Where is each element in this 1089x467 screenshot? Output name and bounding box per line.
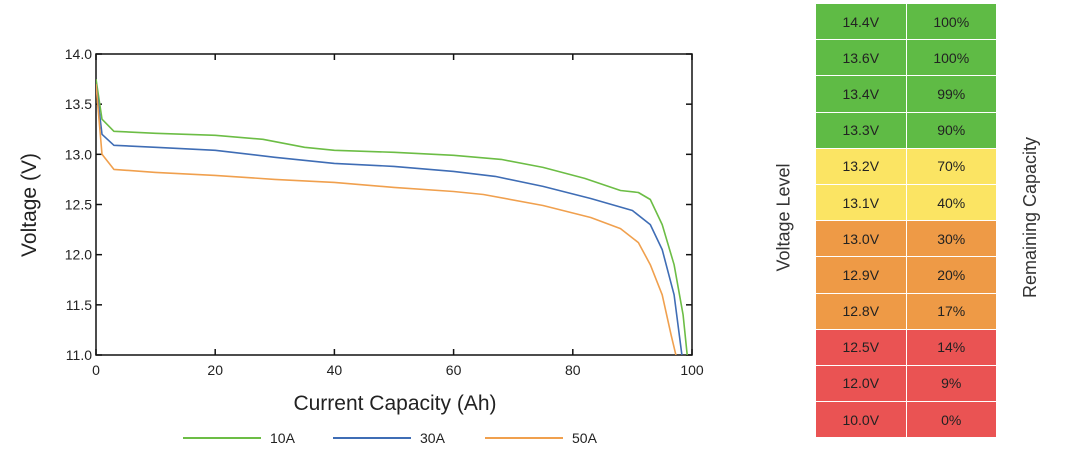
table-row: 13.6V 100% xyxy=(816,40,996,77)
table-row: 13.0V 30% xyxy=(816,221,996,258)
y-tick-label: 11.0 xyxy=(66,347,92,363)
voltage-cell: 14.4V xyxy=(816,4,907,40)
voltage-cell: 12.9V xyxy=(816,257,907,293)
capacity-cell: 0% xyxy=(941,411,962,428)
voltage-cell: 13.6V xyxy=(816,40,907,76)
x-tick-label: 60 xyxy=(446,362,462,378)
voltage-cell: 10.0V xyxy=(816,402,907,438)
table-row: 12.5V 14% xyxy=(816,329,996,366)
remaining-capacity-label: Remaining Capacity xyxy=(1020,136,1041,299)
table-row: 13.1V 40% xyxy=(816,184,996,222)
capacity-cell: 30% xyxy=(937,230,966,247)
capacity-cell: 9% xyxy=(941,375,962,392)
series-line-50A xyxy=(96,84,677,355)
y-tick-label: 13.0 xyxy=(65,146,92,162)
capacity-cell: 99% xyxy=(937,85,966,102)
x-tick-label: 80 xyxy=(565,362,581,378)
capacity-cell: 17% xyxy=(937,303,966,320)
voltage-cell: 13.3V xyxy=(816,112,907,148)
y-tick-label: 12.5 xyxy=(65,197,92,213)
x-tick-label: 40 xyxy=(327,362,343,378)
table-row: 13.3V 90% xyxy=(816,112,996,149)
capacity-cell: 100% xyxy=(933,49,970,66)
voltage-capacity-table: 14.4V 100% 13.6V 100% 13.4V 99% 13.3V 90% 13.2V 7… xyxy=(816,4,996,439)
x-tick-label: 20 xyxy=(207,362,223,378)
discharge-chart: 0 20 40 60 80 100 11.0 11.5 12.0 12.5 13.0 13.5 14.0… xyxy=(18,46,704,446)
voltage-cell: 13.2V xyxy=(816,148,907,184)
table-row: 12.8V 17% xyxy=(816,293,996,330)
table-row: 14.4V 100% xyxy=(816,4,996,41)
plot-frame xyxy=(95,53,693,356)
table-row: 13.2V 70% xyxy=(816,148,996,185)
table-row: 10.0V 0% xyxy=(816,402,996,439)
y-axis-label: Voltage (V) xyxy=(18,153,41,257)
capacity-cell: 40% xyxy=(937,194,966,211)
legend-label-10A: 10A xyxy=(270,430,296,446)
series-line-10A xyxy=(96,78,688,355)
y-tick-label: 12.0 xyxy=(65,247,92,263)
voltage-cell: 13.0V xyxy=(816,221,907,257)
capacity-cell: 100% xyxy=(933,13,970,30)
x-tick-label: 100 xyxy=(680,362,704,378)
x-axis-label: Current Capacity (Ah) xyxy=(293,392,496,415)
table-row: 12.9V 20% xyxy=(816,257,996,294)
capacity-cell: 90% xyxy=(937,122,966,139)
voltage-cell: 12.8V xyxy=(816,293,907,329)
voltage-cell: 12.0V xyxy=(816,365,907,402)
voltage-cell: 12.5V xyxy=(816,329,907,365)
y-tick-label: 11.5 xyxy=(66,297,92,313)
legend-label-50A: 50A xyxy=(572,430,598,446)
voltage-cell: 13.4V xyxy=(816,76,907,112)
table-row: 12.0V 9% xyxy=(816,365,996,403)
series-line-30A xyxy=(96,84,683,355)
capacity-cell: 14% xyxy=(937,339,966,356)
voltage-level-label: Voltage Level xyxy=(773,163,794,272)
capacity-cell: 20% xyxy=(937,266,966,283)
capacity-cell: 70% xyxy=(937,158,966,175)
y-tick-label: 14.0 xyxy=(65,46,92,62)
y-tick-label: 13.5 xyxy=(65,96,92,112)
x-tick-label: 0 xyxy=(92,362,100,378)
table-row: 13.4V 99% xyxy=(816,76,996,113)
voltage-cell: 13.1V xyxy=(816,184,907,221)
legend-label-30A: 30A xyxy=(420,430,446,446)
